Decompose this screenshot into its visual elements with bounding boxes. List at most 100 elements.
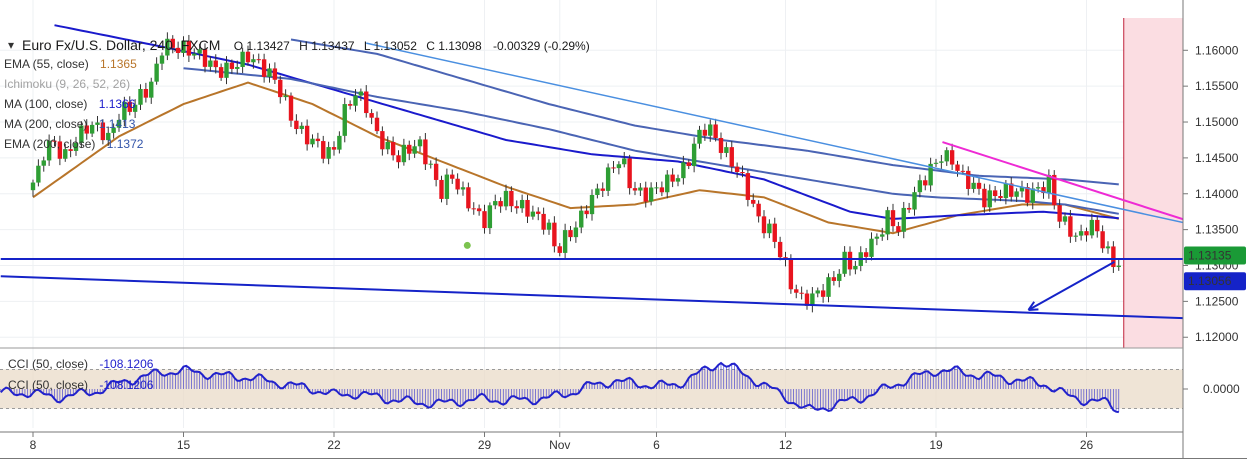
candle-bear — [756, 203, 761, 217]
candle-bear — [52, 140, 57, 142]
moving-average-line — [32, 81, 1120, 235]
candle-bull — [880, 234, 885, 237]
candle-bull — [73, 142, 79, 151]
candle-bull — [546, 222, 552, 230]
price-tick-label: 1.15500 — [1195, 79, 1239, 93]
candle-bear — [278, 79, 283, 98]
candle-bear — [245, 51, 251, 63]
candle-bull — [181, 40, 186, 53]
candle-bull — [691, 143, 697, 167]
time-tick-label: 26 — [1080, 438, 1094, 452]
candle-bull — [605, 167, 611, 191]
candle-bull — [665, 174, 670, 193]
arrow-line — [1027, 261, 1115, 311]
ohlc-c-label: C — [426, 39, 435, 53]
candle-bull — [933, 162, 939, 164]
cci-tick-label: 0.0000 — [1203, 382, 1240, 396]
candle-bull — [869, 238, 874, 257]
candle-bull — [79, 125, 84, 143]
candle-bear — [364, 91, 369, 114]
support-price-tag — [1184, 272, 1246, 291]
candle-bull — [251, 59, 256, 63]
candle-bear — [514, 206, 519, 209]
candle-bull — [519, 199, 525, 209]
support-price-tag-text: 1.13056 — [1188, 274, 1232, 288]
indicator-ema55[interactable]: EMA (55, close) 1.1365 — [4, 57, 137, 71]
price-tick-label: 1.12000 — [1195, 330, 1239, 344]
candle-bull — [1035, 187, 1041, 189]
candlesticks — [30, 32, 1121, 313]
indicator-label: MA (200, close) — [4, 117, 87, 131]
candle-bear — [643, 187, 648, 202]
collapse-icon[interactable]: ▾ — [8, 38, 14, 52]
candle-bull — [89, 124, 95, 134]
candle-bear — [498, 201, 503, 207]
candle-bear — [433, 163, 439, 180]
candle-bull — [654, 187, 659, 189]
candle-bull — [1046, 174, 1052, 194]
indicator-ma200[interactable]: MA (200, close) 1.1413 — [4, 117, 136, 131]
candle-bear — [127, 101, 132, 112]
candle-bear — [450, 174, 455, 179]
candle-bear — [751, 199, 756, 204]
candle-bear — [788, 260, 794, 290]
ohlc-h-label: H — [299, 39, 308, 53]
candle-bear — [713, 124, 718, 138]
candle-bull — [159, 55, 165, 64]
indicator-ma100[interactable]: MA (100, close) 1.1366 — [4, 97, 136, 111]
moving-averages — [32, 24, 1120, 235]
candle-bear — [423, 139, 428, 165]
candle-bear — [536, 211, 541, 214]
candle-bear — [611, 167, 616, 169]
cci-label-2[interactable]: CCI (50, close) -108.1206 — [8, 378, 154, 392]
candle-bear — [632, 188, 638, 191]
candle-bull — [987, 190, 992, 208]
candle-bull — [417, 139, 423, 147]
candle-bear — [923, 180, 928, 186]
arrow-head — [1027, 301, 1036, 311]
candle-bull — [41, 160, 46, 166]
candle-bull — [1062, 216, 1068, 222]
candle-bear — [761, 216, 767, 234]
candle-bull — [63, 149, 68, 159]
indicator-ichimoku[interactable]: Ichimoku (9, 26, 52, 26) — [4, 77, 130, 91]
candle-bear — [799, 292, 804, 294]
candle-bear — [294, 120, 299, 130]
candle-bear — [1009, 183, 1014, 197]
cci-label-1[interactable]: CCI (50, close) -108.1206 — [8, 357, 154, 371]
candle-bear — [186, 40, 192, 56]
candle-bull — [530, 211, 536, 217]
candle-bull — [493, 201, 498, 206]
header-line: Euro Fx/U.S. Dollar, 240, FXCM O 1.13427… — [22, 37, 590, 53]
candle-bear — [1052, 174, 1057, 206]
candle-bull — [240, 51, 245, 67]
candle-bull — [928, 163, 933, 186]
time-tick-label: 6 — [653, 438, 660, 452]
candle-bear — [84, 125, 89, 134]
candle-bull — [192, 53, 197, 56]
candle-bear — [455, 178, 460, 190]
candle-bull — [842, 251, 847, 274]
candle-bull — [224, 62, 229, 78]
candle-bear — [955, 164, 960, 171]
price-tick-label: 1.14500 — [1195, 151, 1239, 165]
candle-bull — [116, 119, 122, 128]
candle-bear — [949, 150, 955, 165]
candle-bull — [579, 210, 584, 228]
candle-bear — [170, 38, 175, 48]
candle-bull — [767, 223, 772, 234]
cci-legend: CCI (50, close) -108.1206 CCI (50, close… — [8, 357, 154, 392]
candle-bull — [444, 174, 450, 199]
candle-bull — [815, 290, 820, 294]
candle-bear — [1095, 219, 1100, 232]
candle-bear — [143, 88, 149, 98]
candle-bull — [111, 127, 116, 133]
candle-bear — [476, 208, 482, 212]
candle-bear — [729, 147, 734, 167]
indicator-ema200[interactable]: EMA (200, close) 1.1372 — [4, 137, 144, 151]
cci-value: -108.1206 — [99, 357, 153, 371]
ohlc-o-label: O — [234, 39, 243, 53]
candle-bull — [132, 104, 138, 112]
candle-bull — [939, 161, 944, 163]
